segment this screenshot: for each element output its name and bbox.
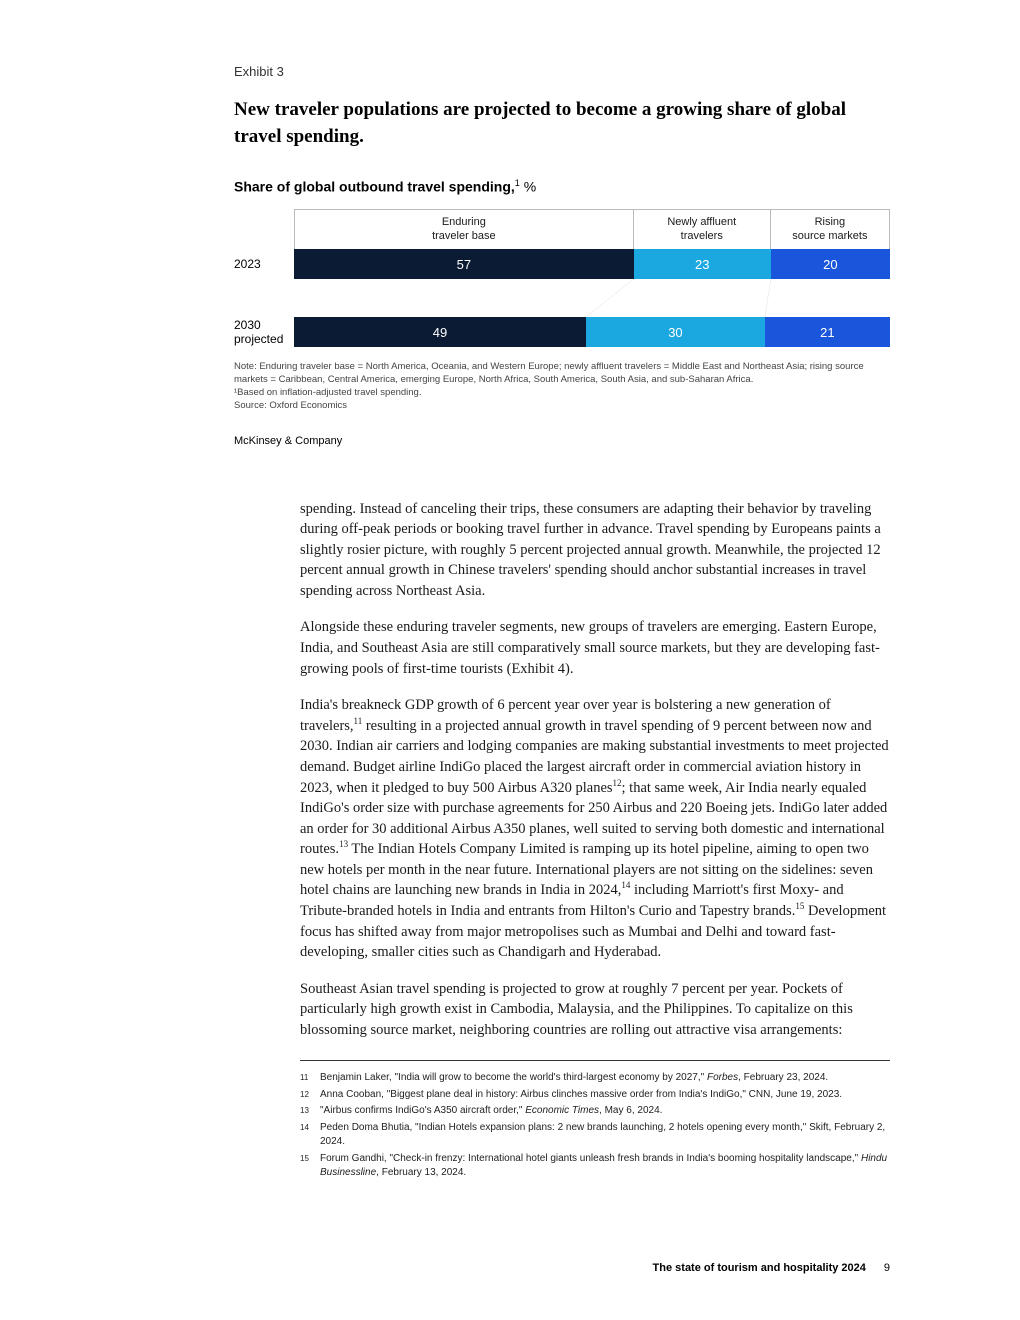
chart-segment: 20 — [771, 249, 890, 279]
chart-segment: 49 — [294, 317, 586, 347]
chart-title-unit: % — [520, 179, 536, 195]
chart-row: 2030projected493021 — [234, 317, 890, 347]
paragraph-3: India's breakneck GDP growth of 6 percen… — [300, 695, 890, 963]
footnote-text: "Airbus confirms IndiGo's A350 aircraft … — [320, 1104, 662, 1119]
footnote-text: Forum Gandhi, "Check-in frenzy: Internat… — [320, 1152, 890, 1181]
chart-row-label: 2023 — [234, 257, 294, 271]
chart-segment: 57 — [294, 249, 634, 279]
footnote: 15 Forum Gandhi, "Check-in frenzy: Intern… — [300, 1152, 890, 1181]
footnote-number: 13 — [300, 1104, 312, 1119]
footnote-number: 15 — [300, 1152, 312, 1181]
footnote: 12 Anna Cooban, "Biggest plane deal in hi… — [300, 1088, 890, 1103]
footnote-text: Anna Cooban, "Biggest plane deal in hist… — [320, 1088, 842, 1103]
footnote-number: 14 — [300, 1121, 312, 1150]
chart-row: 2023572320 — [234, 249, 890, 279]
paragraph-1: spending. Instead of canceling their tri… — [300, 499, 890, 602]
chart-connectors — [294, 279, 890, 317]
body-text: spending. Instead of canceling their tri… — [300, 499, 890, 1041]
paragraph-4: Southeast Asian travel spending is proje… — [300, 979, 890, 1041]
chart-bar: 493021 — [294, 317, 890, 347]
page-footer: The state of tourism and hospitality 202… — [653, 1262, 890, 1274]
chart-category-headers: Enduringtraveler baseNewly affluenttrave… — [294, 209, 890, 250]
chart-bar: 572320 — [294, 249, 890, 279]
footnote-number: 12 — [300, 1088, 312, 1103]
chart-segment: 23 — [634, 249, 771, 279]
footnote-number: 11 — [300, 1071, 312, 1086]
chart-row-label: 2030projected — [234, 318, 294, 347]
chart-segment: 30 — [586, 317, 765, 347]
chart-category-header: Enduringtraveler base — [294, 209, 634, 250]
footnotes-block: 11 Benjamin Laker, "India will grow to be… — [300, 1071, 890, 1181]
chart-note: Note: Enduring traveler base = North Ame… — [234, 361, 890, 387]
footnote: 11 Benjamin Laker, "India will grow to be… — [300, 1071, 890, 1086]
footnote: 13 "Airbus confirms IndiGo's A350 aircraf… — [300, 1104, 890, 1119]
brand-label: McKinsey & Company — [234, 435, 890, 447]
footer-page-number: 9 — [884, 1262, 890, 1274]
chart-note-block: Note: Enduring traveler base = North Ame… — [234, 361, 890, 412]
footer-doc-title: The state of tourism and hospitality 202… — [653, 1262, 866, 1274]
paragraph-2: Alongside these enduring traveler segmen… — [300, 617, 890, 679]
chart-title: Share of global outbound travel spending… — [234, 178, 890, 195]
chart-title-bold: Share of global outbound travel spending… — [234, 179, 515, 195]
exhibit-title: New traveler populations are projected t… — [234, 97, 890, 150]
page-content: Exhibit 3 New traveler populations are p… — [0, 0, 1020, 1223]
footnote-text: Benjamin Laker, "India will grow to beco… — [320, 1071, 828, 1086]
footnote: 14 Peden Doma Bhutia, "Indian Hotels expa… — [300, 1121, 890, 1150]
footnote-text: Peden Doma Bhutia, "Indian Hotels expans… — [320, 1121, 890, 1150]
chart-body: 2023572320 2030projected493021 — [234, 249, 890, 347]
footnote-rule — [300, 1060, 890, 1061]
chart-segment: 21 — [765, 317, 890, 347]
chart-category-header: Risingsource markets — [771, 209, 890, 250]
chart-note-source: Source: Oxford Economics — [234, 400, 890, 413]
exhibit-label: Exhibit 3 — [234, 64, 890, 79]
stacked-bar-chart: Enduringtraveler baseNewly affluenttrave… — [234, 209, 890, 348]
chart-category-header: Newly affluenttravelers — [634, 209, 771, 250]
chart-note-foot1: ¹Based on inflation-adjusted travel spen… — [234, 387, 890, 400]
